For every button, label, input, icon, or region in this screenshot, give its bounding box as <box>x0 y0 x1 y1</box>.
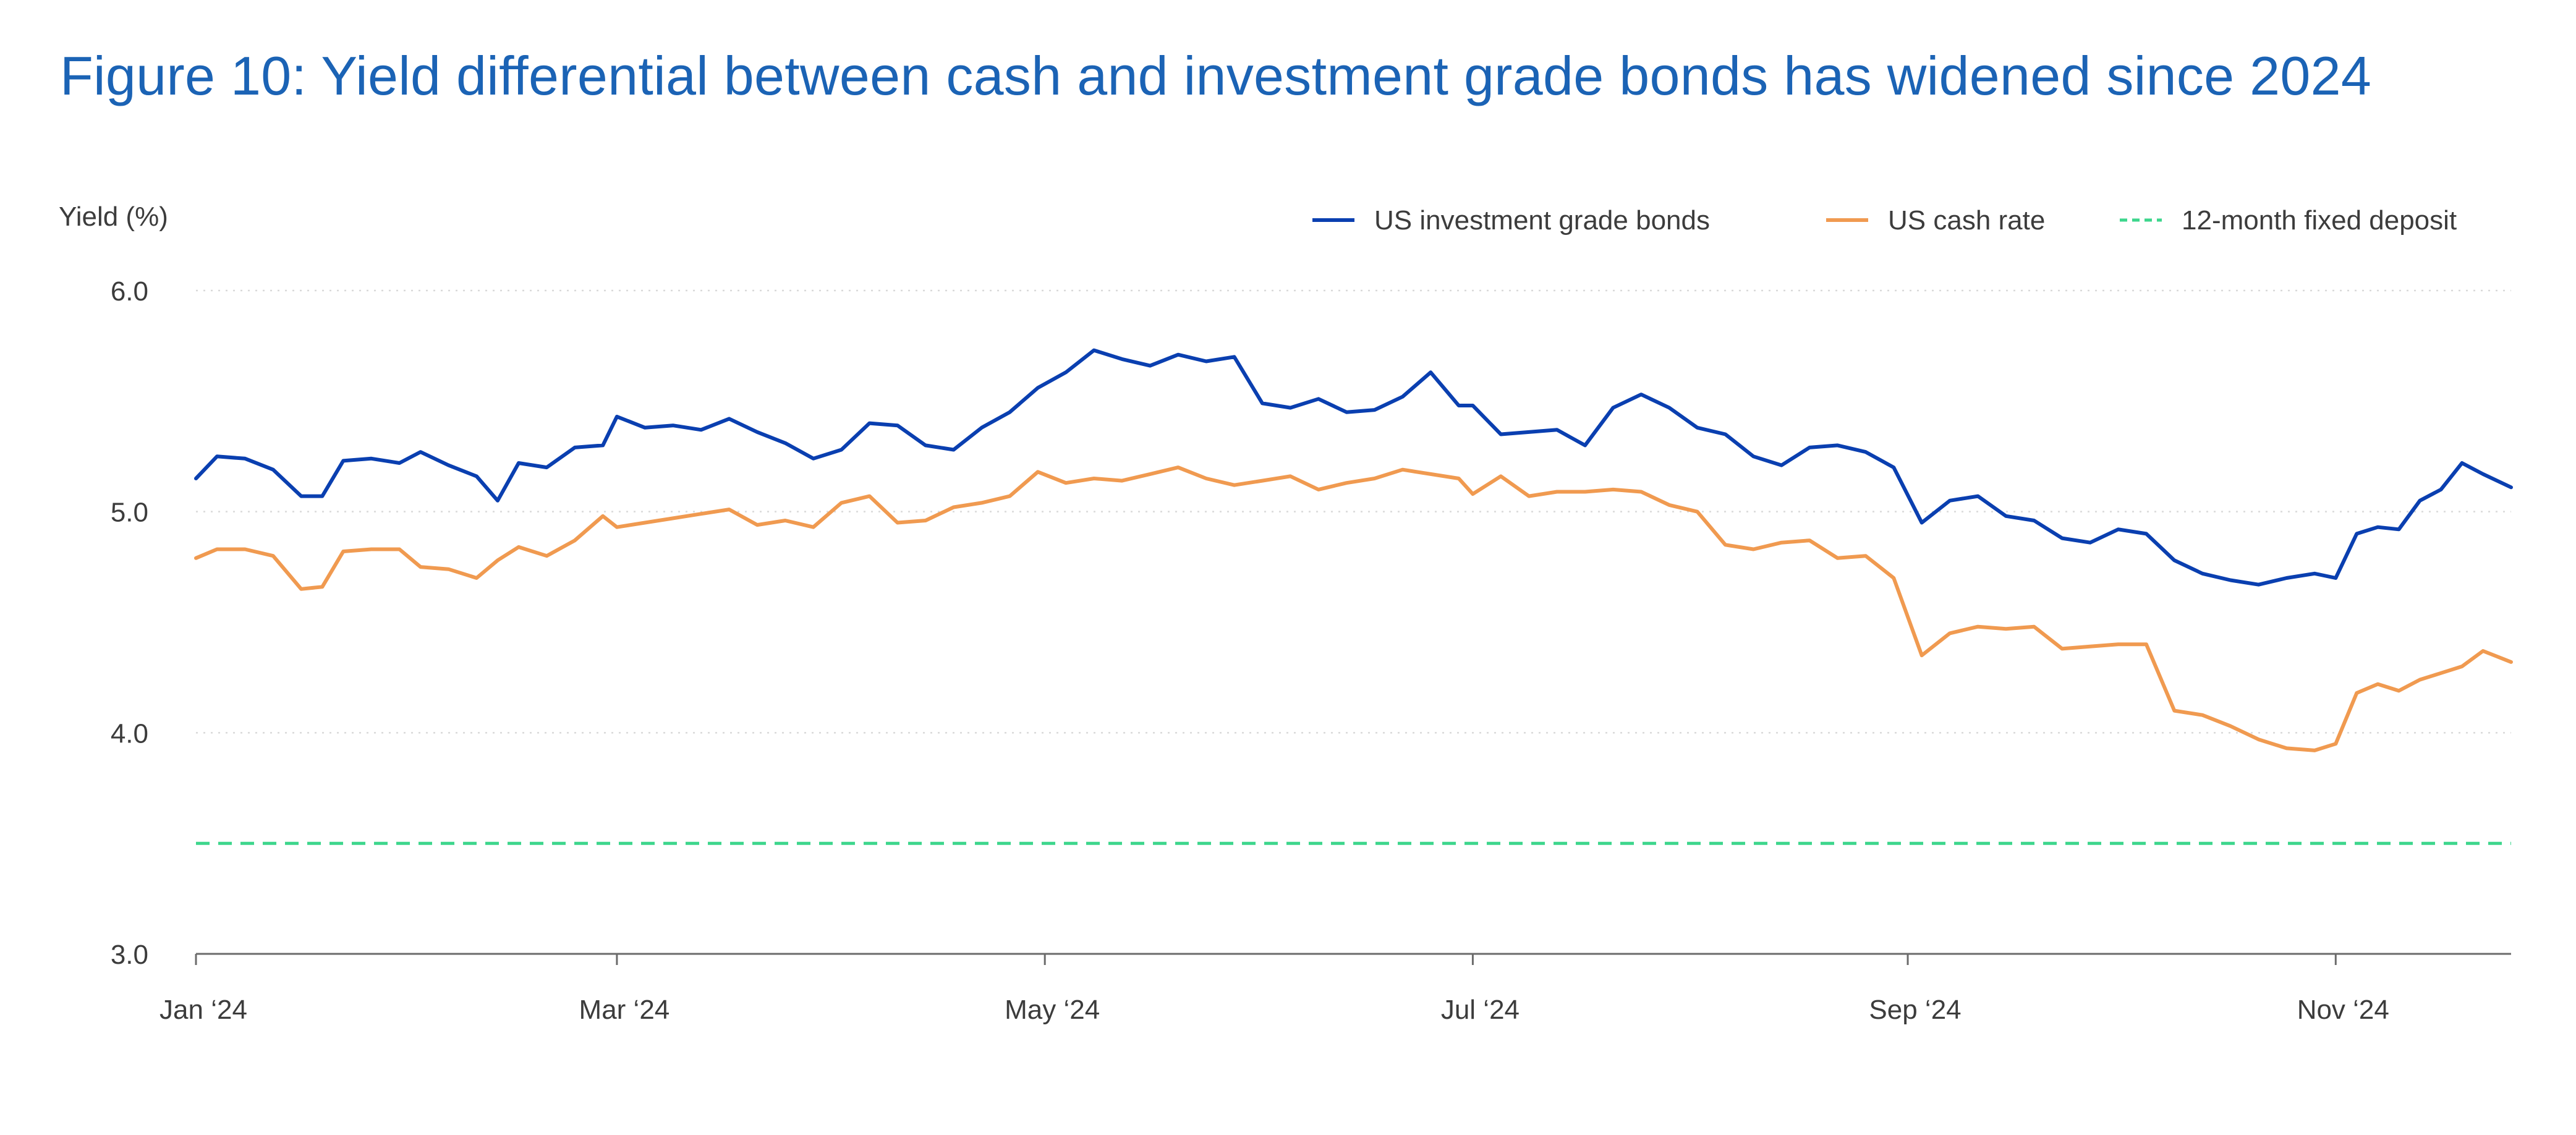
series-line-1 <box>194 465 2513 752</box>
legend-label-2: 12-month fixed deposit <box>2182 205 2457 236</box>
legend-label-1: US cash rate <box>1888 205 2045 236</box>
y-axis-ticks: 3.0 4.0 5.0 6.0 <box>111 276 148 970</box>
y-tick-label: 3.0 <box>111 940 148 970</box>
legend-label-0: US investment grade bonds <box>1374 205 1710 236</box>
x-tick-label: Jul ‘24 <box>1441 995 1520 1025</box>
x-tick-label: Sep ‘24 <box>1869 995 1961 1025</box>
grid-lines <box>196 289 2511 734</box>
series-line-0 <box>194 348 2513 587</box>
legend: US investment grade bonds US cash rate 12-… <box>1312 205 2457 236</box>
y-tick-label: 5.0 <box>111 498 148 528</box>
y-axis-label: Yield (%) <box>59 202 168 232</box>
series-lines <box>194 348 2513 845</box>
x-axis: Jan ‘24 Mar ‘24 May ‘24 Jul ‘24 Sep ‘24 Nov ‘… <box>159 953 2511 1025</box>
page-title: Figure 10: Yield differential between ca… <box>60 45 2372 106</box>
x-tick-label: May ‘24 <box>1005 995 1100 1025</box>
y-tick-label: 6.0 <box>111 276 148 307</box>
x-tick-label: Mar ‘24 <box>579 995 670 1025</box>
x-tick-label: Nov ‘24 <box>2297 995 2389 1025</box>
x-tick-label: Jan ‘24 <box>159 995 247 1025</box>
y-tick-label: 4.0 <box>111 718 148 749</box>
